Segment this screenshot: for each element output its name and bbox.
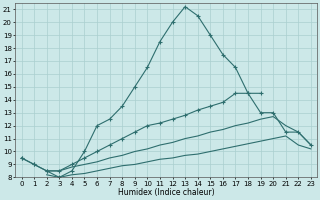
- X-axis label: Humidex (Indice chaleur): Humidex (Indice chaleur): [118, 188, 214, 197]
